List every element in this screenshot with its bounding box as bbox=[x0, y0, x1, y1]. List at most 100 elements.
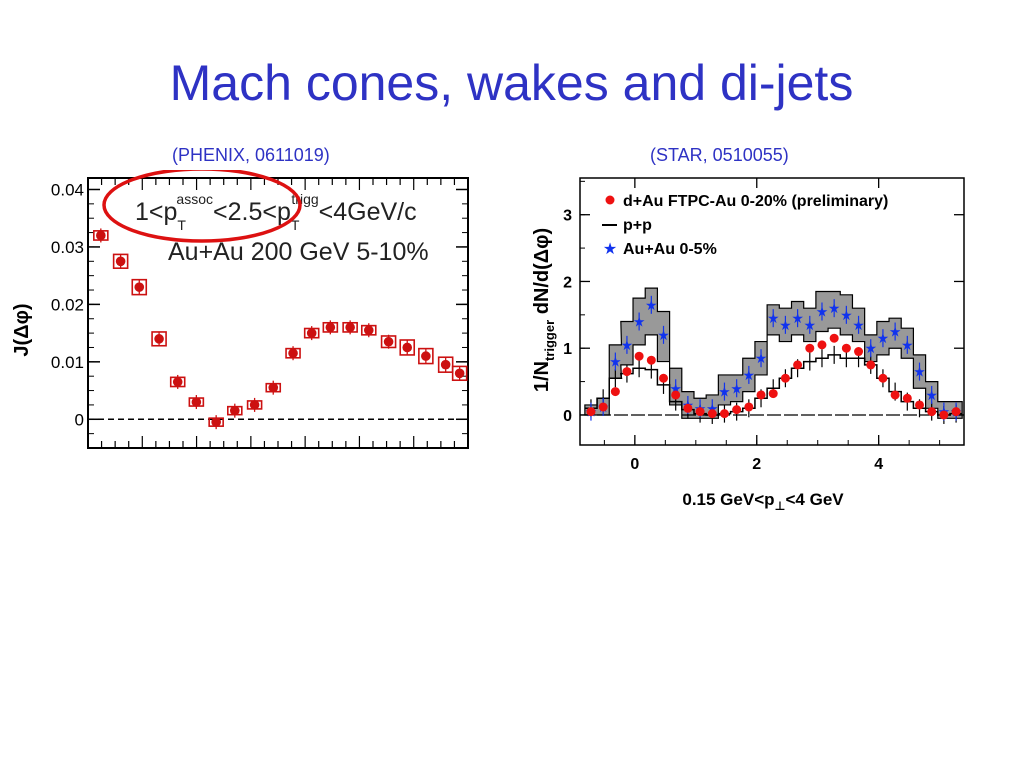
star-legend: d+Au FTPC-Au 0-20% (preliminary) p+p ★ A… bbox=[602, 193, 888, 258]
star-auau-point: ★ bbox=[621, 337, 634, 353]
legend-auau-marker: ★ bbox=[603, 241, 617, 258]
phenix-y-tick-label: 0.01 bbox=[51, 353, 84, 372]
phenix-data-point bbox=[288, 348, 298, 359]
star-auau-point: ★ bbox=[779, 317, 792, 333]
phenix-data-point bbox=[454, 368, 465, 379]
star-dau-point bbox=[683, 403, 693, 413]
phenix-y-tick-label: 0.03 bbox=[51, 238, 84, 257]
star-dau-point bbox=[866, 360, 876, 370]
phenix-data-point bbox=[96, 230, 106, 241]
star-dau-point bbox=[805, 343, 815, 353]
phenix-data-points bbox=[93, 228, 468, 430]
phenix-data-point bbox=[268, 382, 279, 393]
star-source-label: (STAR, 0510055) bbox=[650, 145, 789, 165]
star-dau-point bbox=[744, 402, 754, 412]
phenix-source-label: (PHENIX, 0611019) bbox=[172, 145, 330, 165]
phenix-sys-error-box bbox=[399, 339, 416, 356]
star-y-tick-label: 1 bbox=[563, 341, 572, 358]
star-dau-point bbox=[659, 373, 669, 383]
star-dau-point bbox=[915, 400, 925, 410]
phenix-ticks bbox=[87, 178, 469, 449]
star-dau-point bbox=[902, 393, 912, 403]
legend-dau-marker bbox=[605, 195, 615, 205]
phenix-data-point bbox=[191, 397, 202, 407]
star-auau-point: ★ bbox=[852, 317, 865, 333]
star-auau-point: ★ bbox=[743, 367, 756, 383]
phenix-chart: 0 0.01 0.02 0.03 0.04 J(Δφ) 1<pTassoc<2.5<pT… bbox=[11, 170, 469, 449]
phenix-kinematic-cut-label: 1<pTassoc<2.5<pTtrigg<4GeV/c bbox=[135, 191, 417, 233]
star-auau-point: ★ bbox=[804, 317, 817, 333]
phenix-data-point bbox=[440, 359, 451, 370]
star-dau-point bbox=[671, 390, 681, 400]
legend-pp-label: p+p bbox=[623, 217, 652, 234]
phenix-y-tick-labels: 0 0.01 0.02 0.03 0.04 bbox=[51, 180, 84, 429]
star-dau-point bbox=[780, 373, 790, 383]
phenix-data-point bbox=[249, 400, 260, 410]
phenix-data-point bbox=[345, 322, 355, 333]
star-x-tick-label: 4 bbox=[874, 456, 883, 473]
phenix-sys-error-box bbox=[437, 356, 454, 373]
star-x-tick-label: 2 bbox=[752, 456, 761, 473]
star-auau-point: ★ bbox=[730, 380, 743, 396]
star-plot-frame bbox=[579, 177, 965, 446]
star-dau-point bbox=[854, 347, 864, 357]
phenix-data-point bbox=[134, 282, 145, 292]
phenix-data-point bbox=[230, 405, 240, 416]
star-auau-point: ★ bbox=[828, 300, 841, 316]
phenix-data-point bbox=[363, 325, 374, 336]
star-auau-point: ★ bbox=[901, 337, 914, 353]
legend-auau-label: Au+Au 0-5% bbox=[623, 241, 717, 258]
star-x-axis-label: 0.15 GeV<p⊥<4 GeV bbox=[682, 490, 844, 513]
star-dau-point bbox=[756, 390, 766, 400]
legend-dau-label: d+Au FTPC-Au 0-20% (preliminary) bbox=[623, 193, 888, 210]
star-x-tick-label: 0 bbox=[630, 456, 639, 473]
star-dau-point bbox=[646, 355, 656, 365]
star-auau-point: ★ bbox=[755, 350, 768, 366]
star-auau-point: ★ bbox=[840, 307, 853, 323]
slide-title: Mach cones, wakes and di-jets bbox=[169, 55, 854, 111]
star-dau-point bbox=[927, 407, 937, 417]
highlight-ellipse bbox=[102, 170, 302, 243]
star-dau-point bbox=[634, 351, 644, 361]
star-auau-point: ★ bbox=[718, 384, 731, 400]
star-y-axis-label: 1/Ntrigger dN/d(Δφ) bbox=[531, 228, 557, 392]
star-y-tick-label: 2 bbox=[563, 274, 572, 291]
star-dau-point bbox=[951, 407, 961, 417]
star-pp-histogram bbox=[584, 354, 963, 416]
star-dau-point bbox=[890, 390, 900, 400]
star-dau-point bbox=[707, 409, 717, 419]
phenix-sys-error-box bbox=[131, 278, 148, 296]
star-dau-point bbox=[829, 333, 839, 343]
star-dau-point bbox=[817, 340, 827, 350]
phenix-data-point bbox=[211, 417, 221, 427]
star-auau-point: ★ bbox=[609, 354, 622, 370]
phenix-y-tick-label: 0.04 bbox=[51, 180, 84, 199]
star-auau-point: ★ bbox=[864, 340, 877, 356]
star-dau-point bbox=[598, 402, 608, 412]
star-dau-point bbox=[793, 360, 803, 370]
star-dau-point bbox=[841, 343, 851, 353]
star-dau-point bbox=[622, 367, 632, 377]
star-dau-point bbox=[732, 405, 742, 415]
star-dau-point bbox=[939, 410, 949, 420]
phenix-collision-system-label: Au+Au 200 GeV 5-10% bbox=[168, 238, 429, 266]
star-auau-band bbox=[584, 287, 963, 419]
star-dau-point bbox=[695, 407, 705, 417]
star-auau-point: ★ bbox=[913, 364, 926, 380]
star-tick-labels: 0 1 2 3 0 2 4 bbox=[563, 208, 883, 473]
star-auau-point: ★ bbox=[767, 310, 780, 326]
phenix-data-point bbox=[421, 351, 431, 361]
phenix-data-point bbox=[402, 342, 413, 353]
phenix-data-point bbox=[306, 328, 317, 338]
star-y-tick-label: 0 bbox=[563, 408, 572, 425]
star-dau-point bbox=[610, 387, 620, 397]
star-auau-systematic-band bbox=[584, 287, 963, 419]
phenix-y-tick-label: 0.02 bbox=[51, 295, 84, 314]
phenix-data-point bbox=[172, 377, 183, 387]
star-dau-point bbox=[719, 409, 729, 419]
star-dau-points bbox=[586, 333, 961, 420]
star-auau-point: ★ bbox=[925, 387, 938, 403]
star-dau-point bbox=[586, 407, 596, 417]
star-auau-point: ★ bbox=[816, 304, 829, 320]
